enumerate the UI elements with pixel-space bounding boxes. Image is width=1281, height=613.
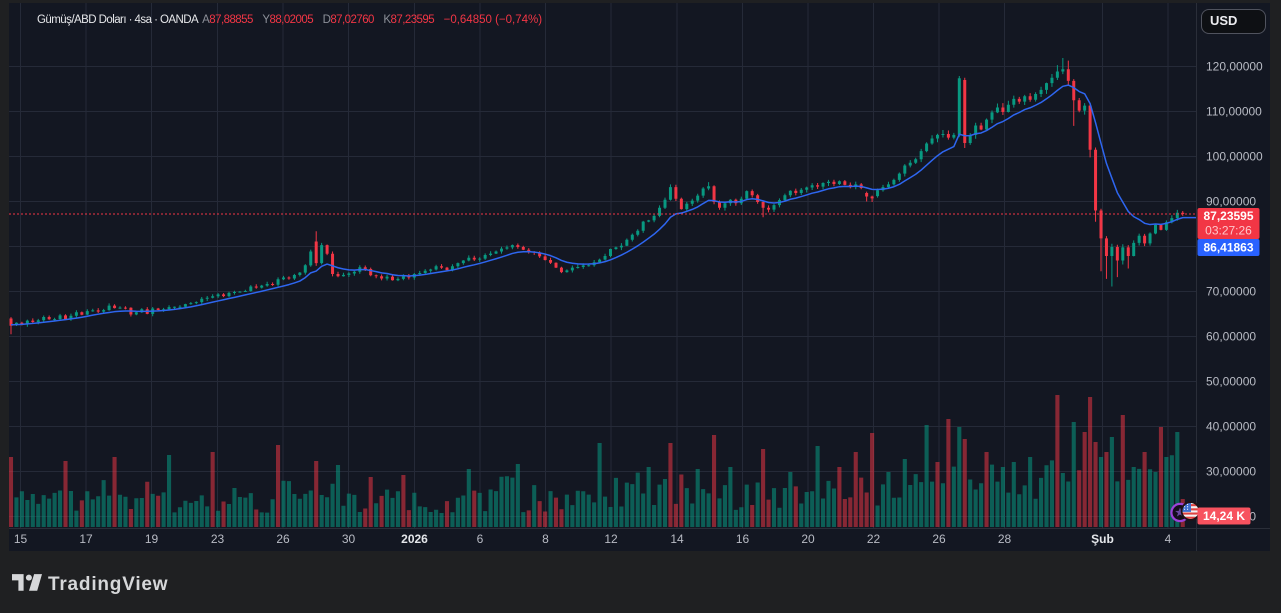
svg-text:12: 12	[604, 532, 618, 546]
svg-text:03:27:26: 03:27:26	[1205, 224, 1252, 238]
svg-text:14,24 K: 14,24 K	[1203, 509, 1245, 523]
svg-text:16: 16	[736, 532, 750, 546]
svg-text:70,00000: 70,00000	[1206, 285, 1256, 299]
svg-text:26: 26	[932, 532, 946, 546]
svg-text:17: 17	[79, 532, 93, 546]
svg-text:40,00000: 40,00000	[1206, 420, 1256, 434]
svg-text:6: 6	[477, 532, 484, 546]
svg-text:50,00000: 50,00000	[1206, 375, 1256, 389]
svg-text:28: 28	[998, 532, 1012, 546]
svg-text:30,00000: 30,00000	[1206, 465, 1256, 479]
svg-text:4: 4	[1165, 532, 1172, 546]
svg-text:Şub: Şub	[1091, 532, 1114, 546]
svg-text:20: 20	[801, 532, 815, 546]
svg-text:120,00000: 120,00000	[1206, 60, 1263, 74]
svg-text:110,00000: 110,00000	[1206, 105, 1262, 119]
svg-text:15: 15	[14, 532, 28, 546]
svg-text:26: 26	[276, 532, 290, 546]
svg-text:22: 22	[867, 532, 881, 546]
svg-text:19: 19	[145, 532, 159, 546]
svg-text:30: 30	[342, 532, 356, 546]
svg-text:14: 14	[670, 532, 684, 546]
svg-text:87,23595: 87,23595	[1203, 209, 1253, 223]
svg-text:90,00000: 90,00000	[1206, 195, 1256, 209]
svg-text:100,00000: 100,00000	[1206, 150, 1263, 164]
svg-text:2026: 2026	[401, 532, 428, 546]
svg-text:8: 8	[542, 532, 549, 546]
svg-text:23: 23	[211, 532, 225, 546]
svg-text:TradingView: TradingView	[48, 574, 168, 595]
svg-text:60,00000: 60,00000	[1206, 330, 1256, 344]
svg-text:86,41863: 86,41863	[1203, 241, 1253, 255]
